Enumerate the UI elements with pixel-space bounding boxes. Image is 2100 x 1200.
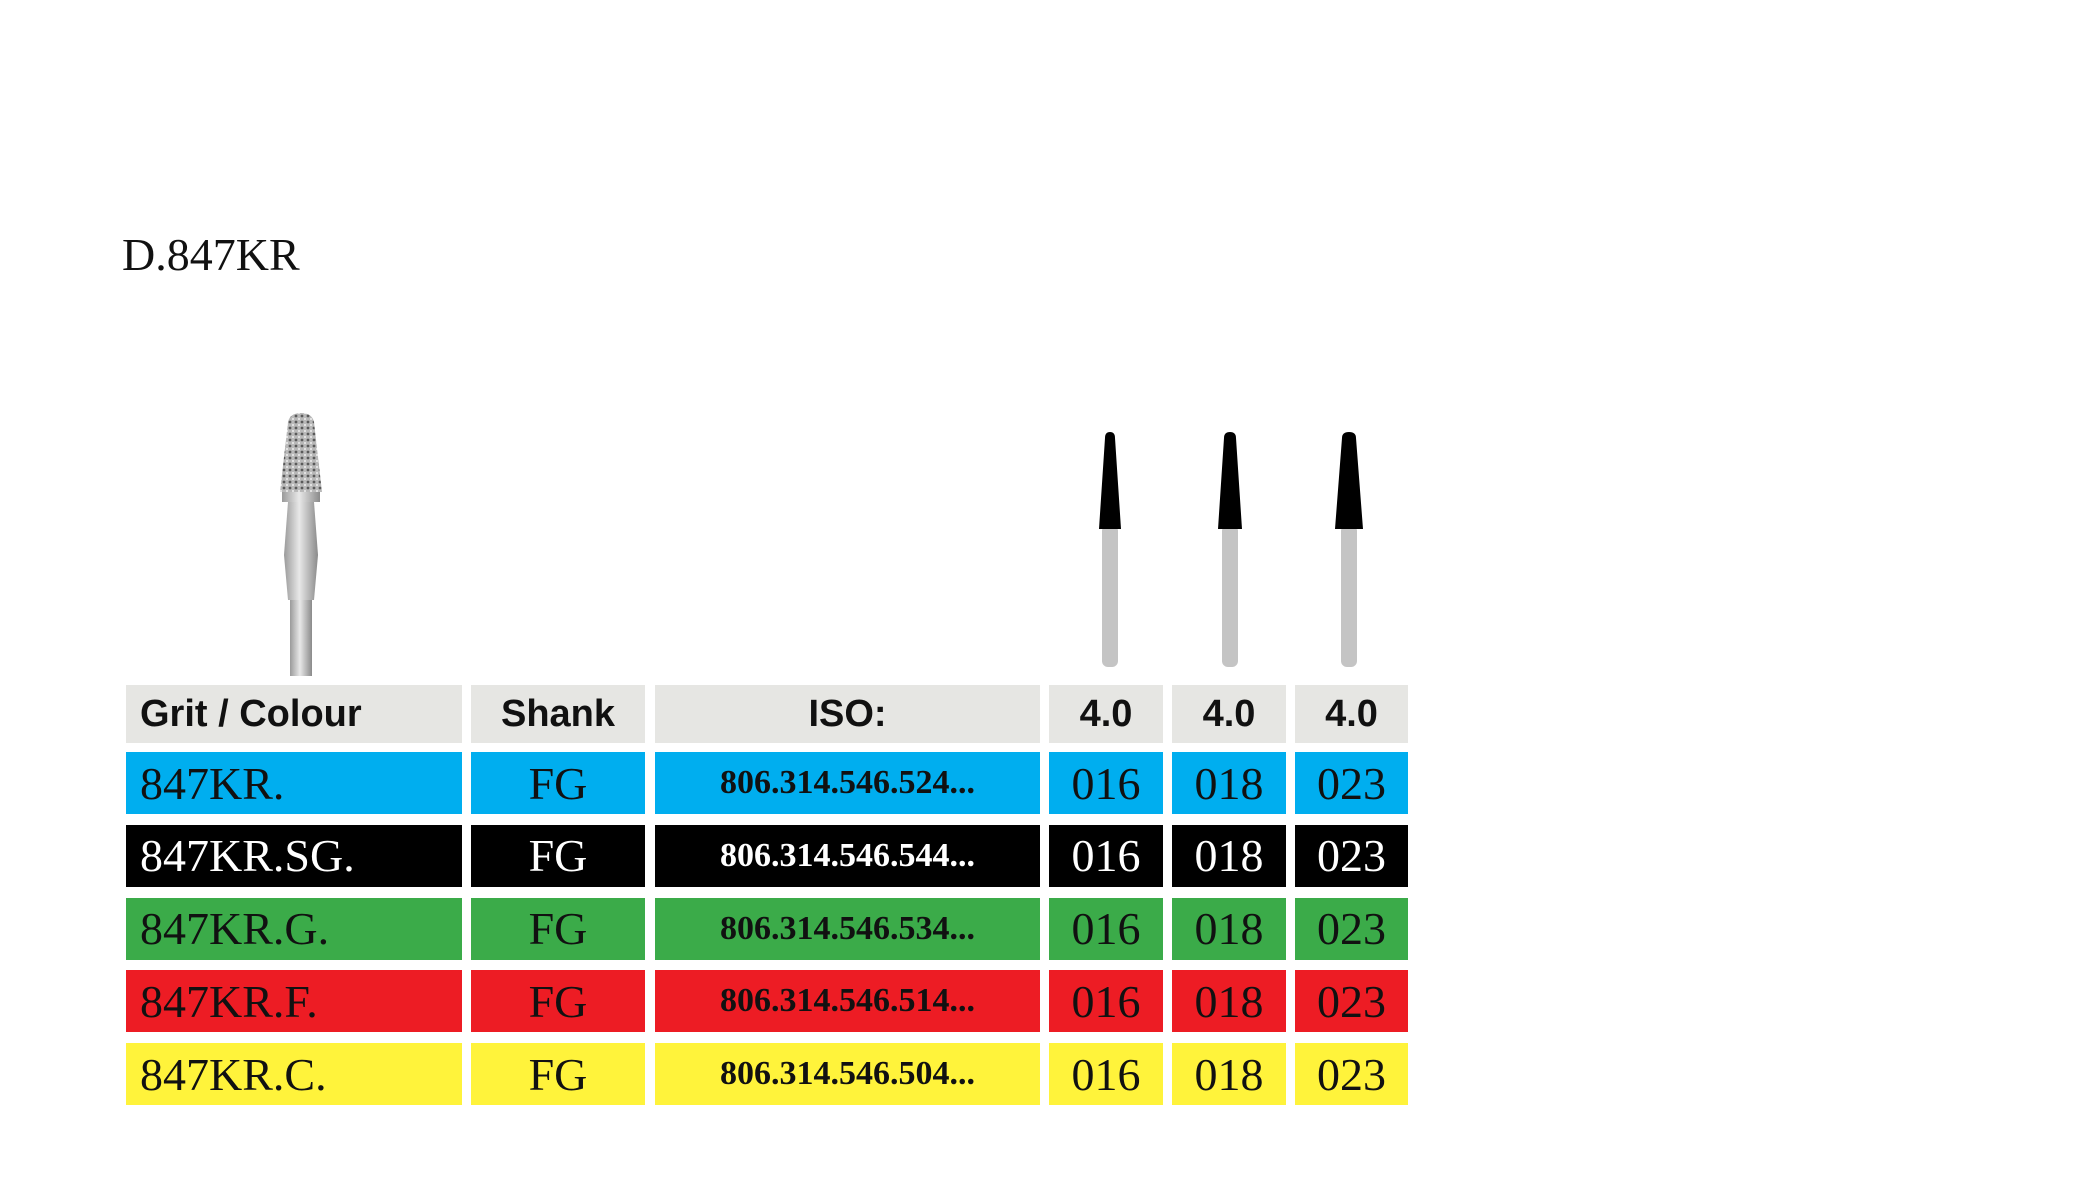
table-cell: 016 — [1049, 824, 1163, 887]
table-cell: 847KR.F. — [126, 970, 462, 1033]
table-cell: FG — [471, 897, 645, 960]
shape-icon — [1218, 432, 1242, 667]
bur-image — [280, 413, 322, 676]
table-cell: FG — [471, 752, 645, 814]
table-cell: 016 — [1049, 970, 1163, 1033]
table-cell: 806.314.546.534... — [655, 897, 1040, 960]
table-cell: 023 — [1295, 824, 1408, 887]
table-cell: FG — [471, 824, 645, 887]
table-cell: 806.314.546.544... — [655, 824, 1040, 887]
table-cell: 847KR. — [126, 752, 462, 814]
table-cell: 018 — [1172, 824, 1286, 887]
table-cell: 023 — [1295, 752, 1408, 814]
table-cell: 018 — [1172, 970, 1286, 1033]
table-cell: 018 — [1172, 1043, 1286, 1106]
header-cell: 4.0 — [1049, 685, 1163, 743]
table-cell: 018 — [1172, 752, 1286, 814]
header-cell: ISO: — [655, 685, 1040, 743]
shape-icons — [1099, 432, 1363, 667]
table-cell: 016 — [1049, 1043, 1163, 1106]
table-cell: 806.314.546.514... — [655, 970, 1040, 1033]
header-cell: 4.0 — [1172, 685, 1286, 743]
header-cell: 4.0 — [1295, 685, 1408, 743]
table-cell: 016 — [1049, 897, 1163, 960]
title: D.847KR — [122, 229, 300, 280]
table-cell: 806.314.546.524... — [655, 752, 1040, 814]
table-cell: 847KR.G. — [126, 897, 462, 960]
table-cell: FG — [471, 970, 645, 1033]
shape-icon — [1099, 432, 1121, 667]
table-cell: 023 — [1295, 1043, 1408, 1106]
table-cell: FG — [471, 1043, 645, 1106]
shape-icon — [1335, 432, 1363, 667]
table-cell: 023 — [1295, 897, 1408, 960]
table-cell: 806.314.546.504... — [655, 1043, 1040, 1106]
table-cell: 016 — [1049, 752, 1163, 814]
table-cell: 023 — [1295, 970, 1408, 1033]
header-cell: Grit / Colour — [126, 685, 462, 743]
table-cell: 847KR.C. — [126, 1043, 462, 1106]
table-cell: 847KR.SG. — [126, 824, 462, 887]
table-cell: 018 — [1172, 897, 1286, 960]
header-cell: Shank — [471, 685, 645, 743]
